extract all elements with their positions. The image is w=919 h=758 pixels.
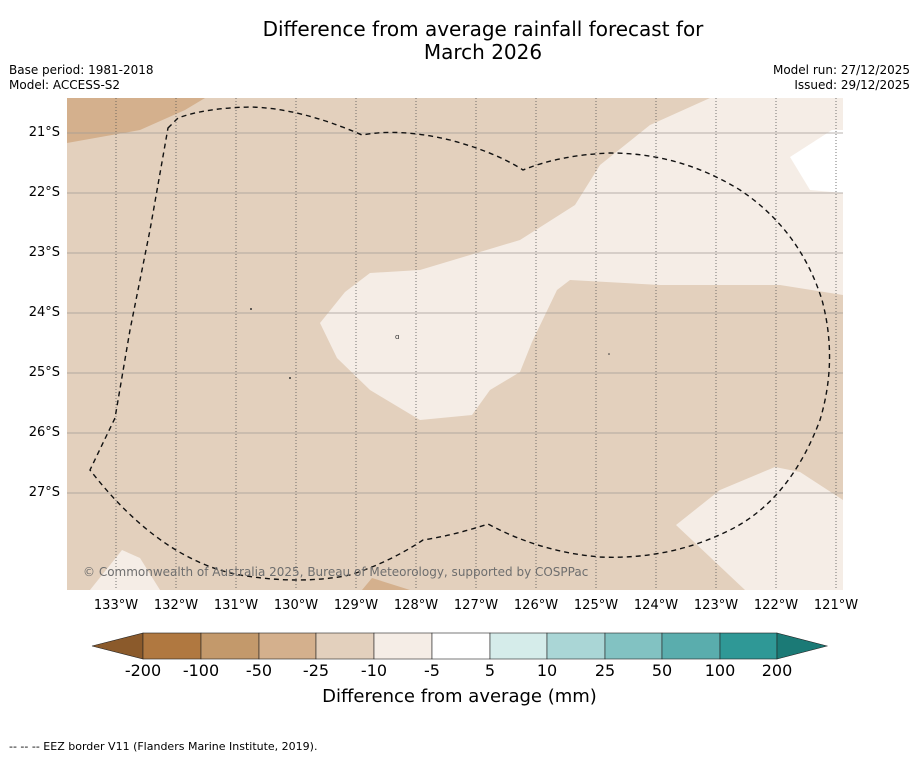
title-line-1: Difference from average rainfall forecas… (262, 17, 704, 41)
title-line-2: March 2026 (423, 40, 543, 64)
lon-label: 128°W (393, 598, 439, 613)
rainfall-region-much-below-average (67, 98, 205, 143)
meta-right: Model run: 27/12/2025 Issued: 29/12/2025 (773, 63, 910, 93)
issued-date: Issued: 29/12/2025 (794, 78, 910, 92)
lon-label: 121°W (813, 598, 859, 613)
colorbar-bin (546, 632, 606, 660)
colorbar-tick: 200 (761, 661, 793, 680)
model-run: Model run: 27/12/2025 (772, 63, 910, 77)
colorbar-tick: 100 (704, 661, 736, 680)
lat-label: 23°S (28, 245, 60, 260)
colorbar-bin (719, 632, 778, 660)
colorbar-bin (258, 632, 317, 660)
lon-label: 122°W (753, 598, 799, 613)
rainfall-region-average-top-right (790, 130, 843, 193)
lat-label: 22°S (28, 185, 60, 200)
colorbar-tick: -200 (124, 661, 162, 680)
small-island (289, 377, 291, 379)
lat-label: 24°S (28, 305, 60, 320)
lon-label: 132°W (153, 598, 199, 613)
lon-label: 125°W (573, 598, 619, 613)
lon-label: 126°W (513, 598, 559, 613)
colorbar-extend-low (91, 632, 144, 660)
colorbar-tick: 5 (484, 661, 496, 680)
colorbar-tick: -25 (302, 661, 330, 680)
lat-label: 26°S (28, 425, 60, 440)
colorbar-bin (142, 632, 202, 660)
colorbar-bin (431, 632, 491, 660)
base-period: Base period: 1981-2018 (9, 63, 154, 77)
lon-label: 127°W (453, 598, 499, 613)
lat-label: 25°S (28, 365, 60, 380)
small-island: ɑ (395, 333, 399, 341)
colorbar-tick: -100 (182, 661, 220, 680)
colorbar-tick: -5 (424, 661, 440, 680)
colorbar-tick: 25 (594, 661, 616, 680)
lon-label: 133°W (93, 598, 139, 613)
small-island (250, 308, 252, 310)
colorbar-bin (489, 632, 548, 660)
colorbar-bin (373, 632, 433, 660)
lon-label: 130°W (273, 598, 319, 613)
rainfall-region-near-average-bottom-left (90, 550, 160, 590)
rainfall-region-much-below-average-bottom (362, 578, 410, 590)
latitude-gridlines (67, 132, 843, 494)
rainfall-region-near-average-central (320, 98, 843, 420)
colorbar-title: Difference from average (mm) (322, 686, 597, 707)
lon-label: 123°W (693, 598, 739, 613)
colorbar-tick: 50 (651, 661, 673, 680)
colorbar-tick: 10 (536, 661, 558, 680)
lon-label: 124°W (633, 598, 679, 613)
lat-label: 27°S (28, 485, 60, 500)
colorbar-tick: -10 (360, 661, 388, 680)
eez-legend: -- -- -- EEZ border V11 (Flanders Marine… (9, 740, 318, 753)
lon-label: 131°W (213, 598, 259, 613)
colorbar-extend-high (776, 632, 829, 660)
copyright-notice: © Commonwealth of Australia 2025, Bureau… (83, 565, 589, 579)
model-name: Model: ACCESS-S2 (9, 78, 121, 92)
map-title: Difference from average rainfall forecas… (0, 18, 919, 64)
longitude-gridlines (115, 98, 837, 590)
meta-left: Base period: 1981-2018 Model: ACCESS-S2 (9, 63, 154, 93)
small-island (608, 353, 610, 355)
colorbar-bin (661, 632, 721, 660)
rainfall-region-near-average-bottom-right (676, 467, 843, 590)
lon-label: 129°W (333, 598, 379, 613)
eez-border (89, 106, 831, 581)
colorbar (91, 632, 829, 660)
lat-label: 21°S (28, 125, 60, 140)
colorbar-bin (315, 632, 375, 660)
colorbar-bin (200, 632, 260, 660)
colorbar-tick: -50 (245, 661, 273, 680)
colorbar-bin (604, 632, 663, 660)
